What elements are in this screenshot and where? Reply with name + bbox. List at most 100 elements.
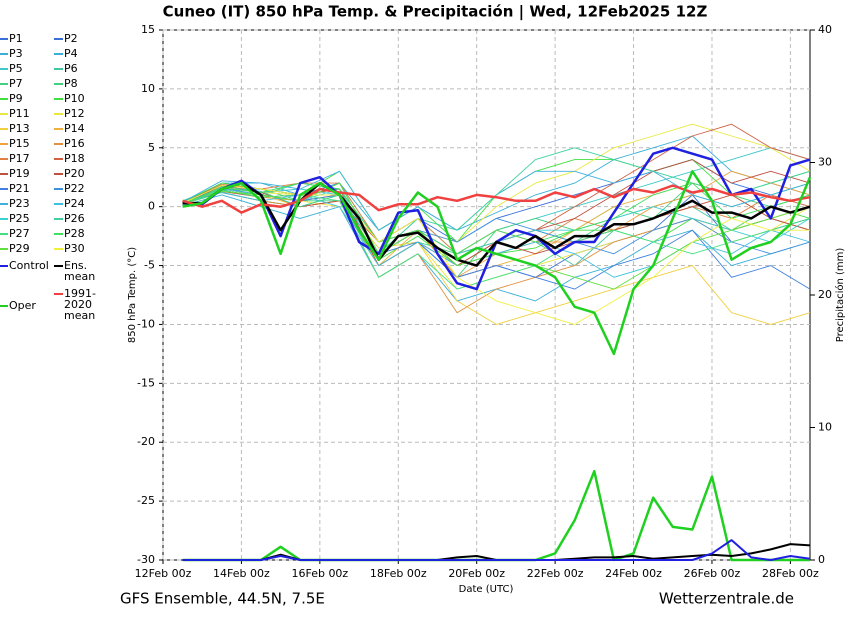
legend-label: 1991-2020 mean: [64, 287, 96, 322]
legend-label: P13: [9, 122, 30, 135]
legend-label: P29: [9, 242, 30, 255]
x-tick-label: 14Feb 00z: [213, 567, 270, 580]
legend-entry: P21: [0, 182, 57, 195]
legend-swatch: [54, 173, 63, 175]
legend-swatch: [0, 233, 8, 235]
legend-entry: P17: [0, 152, 57, 165]
legend-entry: Control: [0, 259, 57, 272]
legend-label: P19: [9, 167, 30, 180]
legend-label: P28: [64, 227, 85, 240]
legend-label: P23: [9, 197, 30, 210]
legend-swatch: [0, 83, 8, 85]
legend-entry: P1: [0, 32, 57, 45]
x-tick-label: 12Feb 00z: [135, 567, 192, 580]
member-line: [182, 188, 811, 325]
legend-entry: P25: [0, 212, 57, 225]
legend-label: P8: [64, 77, 78, 90]
legend-label: P9: [9, 92, 23, 105]
member-line: [182, 182, 811, 255]
legend-entry: P22: [54, 182, 112, 195]
y2-tick-label: 20: [818, 288, 832, 301]
member-line: [182, 189, 811, 290]
legend-label: P14: [64, 122, 85, 135]
legend-swatch: [54, 68, 63, 70]
source-right: Wetterzentrale.de: [659, 590, 794, 608]
x-tick-label: 28Feb 00z: [762, 567, 819, 580]
legend-label: P26: [64, 212, 85, 225]
legend-entry: P23: [0, 197, 57, 210]
y2-axis-label: Precipitación (mm): [834, 248, 846, 343]
legend-label: P15: [9, 137, 30, 150]
legend-entry: P20: [54, 167, 112, 180]
legend-swatch: [54, 293, 63, 295]
x-tick-label: 26Feb 00z: [684, 567, 741, 580]
y-tick-label: -10: [137, 317, 155, 330]
y-tick-label: -15: [137, 376, 155, 389]
legend-entry: P24: [54, 198, 112, 209]
legend-entry: P27: [0, 228, 57, 239]
legend-entry: Ens. mean: [54, 259, 112, 283]
legend-label: P30: [64, 242, 85, 255]
legend-label: P12: [64, 107, 85, 120]
legend-swatch: [0, 188, 8, 190]
legend-label: P18: [64, 152, 85, 165]
legend-entry: P2: [54, 32, 112, 45]
legend-label: P2: [64, 32, 78, 45]
legend-swatch: [54, 113, 63, 115]
legend-entry: P11: [0, 107, 57, 120]
legend-label: P21: [9, 182, 30, 195]
series-line: [182, 170, 812, 356]
y-tick-label: -20: [137, 435, 155, 448]
legend-swatch: [54, 53, 63, 55]
source-left: GFS Ensemble, 44.5N, 7.5E: [120, 590, 325, 608]
legend-label: P20: [64, 167, 85, 180]
legend-swatch: [0, 305, 8, 307]
y-tick-label: -30: [137, 553, 155, 566]
legend-swatch: [0, 128, 8, 130]
legend-label: P22: [64, 182, 85, 195]
legend-swatch: [54, 218, 63, 220]
legend-label: P10: [64, 92, 85, 105]
precip-line: [182, 539, 811, 561]
member-line: [182, 147, 811, 255]
legend-entry: P7: [0, 78, 57, 89]
legend-entry: P19: [0, 167, 57, 180]
legend-entry: P10: [54, 92, 112, 105]
legend-swatch: [54, 248, 63, 250]
y2-tick-label: 10: [818, 421, 832, 434]
x-tick-label: 22Feb 00z: [527, 567, 584, 580]
legend-label: P11: [9, 107, 30, 120]
legend-swatch: [54, 128, 63, 130]
legend-label: Ens. mean: [64, 259, 96, 283]
legend-label: P25: [9, 212, 30, 225]
x-axis-label: Date (UTC): [459, 584, 514, 595]
legend-swatch: [0, 53, 8, 55]
x-tick-label: 18Feb 00z: [370, 567, 427, 580]
legend-entry: P3: [0, 48, 57, 59]
series-line: [182, 181, 811, 267]
legend-swatch: [54, 158, 63, 160]
legend-entry: P12: [54, 107, 112, 120]
y-tick-label: -5: [144, 259, 155, 272]
legend-swatch: [54, 143, 63, 145]
legend-label: P16: [64, 137, 85, 150]
legend-swatch: [0, 248, 8, 250]
legend-label: Control: [9, 259, 49, 272]
legend-swatch: [54, 203, 63, 205]
legend-swatch: [0, 68, 8, 70]
legend-entry: P28: [54, 227, 112, 240]
legend-entry: P16: [54, 137, 112, 150]
legend-entry: P8: [54, 77, 112, 90]
legend-swatch: [54, 265, 63, 267]
legend-label: P1: [9, 32, 23, 45]
y2-tick-label: 40: [818, 23, 832, 36]
legend-label: P17: [9, 152, 30, 165]
legend-entry: P14: [54, 122, 112, 135]
legend-label: P6: [64, 62, 78, 75]
legend-entry: Oper: [0, 300, 57, 311]
legend-swatch: [0, 38, 8, 40]
y-tick-label: 0: [148, 200, 155, 213]
legend-swatch: [0, 218, 8, 220]
